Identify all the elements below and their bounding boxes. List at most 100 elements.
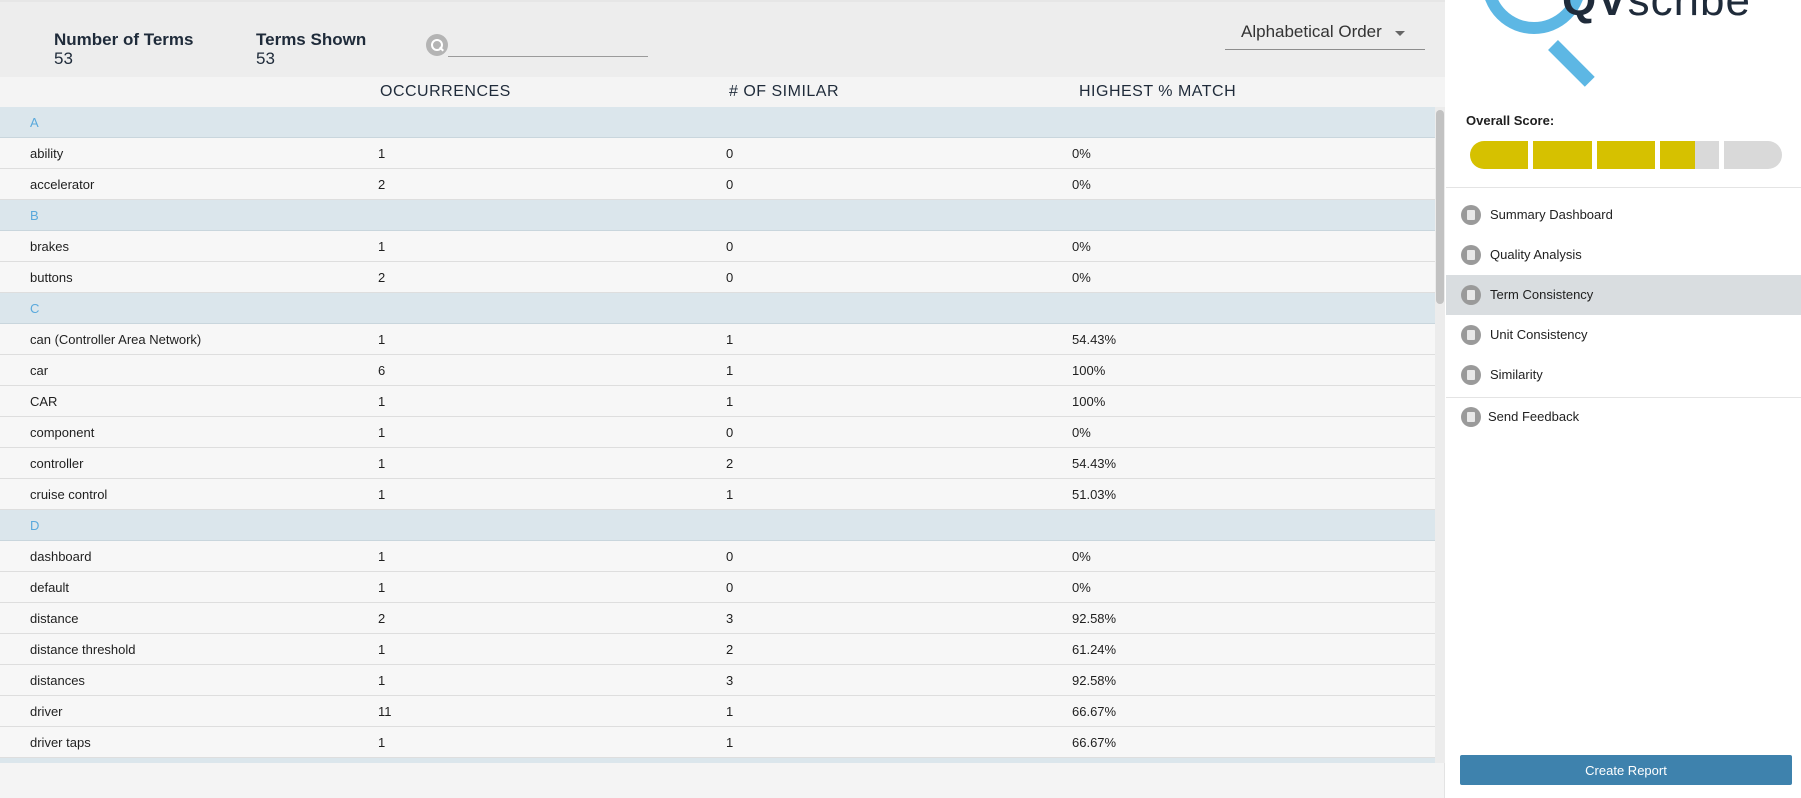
table-row[interactable]: distances 1 3 92.58%: [0, 665, 1435, 696]
sidebar-item-term-consistency[interactable]: Term Consistency: [1446, 275, 1801, 315]
warning-icon: [1461, 245, 1481, 265]
sidebar-item-unit-consistency[interactable]: Unit Consistency: [1446, 315, 1801, 355]
highest-match-cell: 0%: [1072, 177, 1091, 192]
terms-shown-label: Terms Shown: [256, 30, 367, 49]
highest-match-cell: 66.67%: [1072, 735, 1117, 750]
score-segment-filled: [1533, 141, 1592, 169]
group-header-row: D: [0, 510, 1435, 541]
similar-cell: 1: [726, 735, 734, 750]
term-cell: can (Controller Area Network): [30, 332, 202, 347]
highest-match-cell: 0%: [1072, 580, 1091, 595]
terms-shown-stat: Terms Shown 53: [256, 30, 366, 68]
term-cell: dashboard: [30, 549, 92, 564]
sort-dropdown[interactable]: Alphabetical Order: [1225, 18, 1425, 50]
document-icon: [1461, 285, 1481, 305]
scrollbar-thumb[interactable]: [1436, 110, 1444, 304]
term-cell: CAR: [30, 394, 58, 409]
table-header: OCCURRENCES # OF SIMILAR HIGHEST % MATCH: [0, 77, 1445, 107]
occurrences-cell: 1: [378, 456, 386, 471]
group-letter: C: [30, 301, 40, 316]
brand-bold: QV: [1562, 0, 1628, 25]
similar-cell: 1: [726, 394, 734, 409]
group-header-row: B: [0, 200, 1435, 231]
group-letter: B: [30, 208, 39, 223]
highest-match-cell: 92.58%: [1072, 673, 1117, 688]
score-segment-filled: [1660, 141, 1696, 169]
score-segment-empty: [1695, 141, 1719, 169]
table-row[interactable]: brakes 1 0 0%: [0, 231, 1435, 262]
table-row[interactable]: distance threshold 1 2 61.24%: [0, 634, 1435, 665]
similar-cell: 3: [726, 611, 734, 626]
search-input[interactable]: [448, 34, 648, 57]
highest-match-cell: 0%: [1072, 239, 1091, 254]
table-row[interactable]: buttons 2 0 0%: [0, 262, 1435, 293]
table-row[interactable]: driver 11 1 66.67%: [0, 696, 1435, 727]
create-report-button[interactable]: Create Report: [1460, 755, 1792, 785]
term-cell: default: [30, 580, 70, 595]
occurrences-cell: 2: [378, 611, 386, 626]
brand-wordmark: QVscribe: [1562, 0, 1751, 26]
overall-score-label: Overall Score:: [1466, 113, 1555, 128]
similarity-icon: [1461, 365, 1481, 385]
table-row[interactable]: cruise control 1 1 51.03%: [0, 479, 1435, 510]
similar-cell: 1: [726, 487, 734, 502]
table-row[interactable]: default 1 0 0%: [0, 572, 1435, 603]
divider: [1446, 187, 1801, 188]
brand-light: scribe: [1627, 0, 1751, 25]
score-segment-filled: [1596, 141, 1656, 169]
similar-cell: 0: [726, 549, 734, 564]
number-of-terms-label: Number of Terms: [54, 30, 194, 49]
score-segment-empty: [1723, 141, 1782, 169]
table-row[interactable]: CAR 1 1 100%: [0, 386, 1435, 417]
highest-match-cell: 100%: [1072, 394, 1106, 409]
table-row[interactable]: controller 1 2 54.43%: [0, 448, 1435, 479]
table-row[interactable]: accelerator 2 0 0%: [0, 169, 1435, 200]
term-cell: distances: [30, 673, 85, 688]
sidebar-nav: Summary Dashboard Quality Analysis Term Co…: [1446, 195, 1801, 395]
occurrences-cell: 1: [378, 425, 386, 440]
table-row[interactable]: can (Controller Area Network) 1 1 54.43%: [0, 324, 1435, 355]
highest-match-cell: 51.03%: [1072, 487, 1117, 502]
highest-match-cell: 54.43%: [1072, 456, 1117, 471]
term-cell: distance threshold: [30, 642, 136, 657]
highest-match-cell: 0%: [1072, 146, 1091, 161]
table-row[interactable]: distance 2 3 92.58%: [0, 603, 1435, 634]
term-cell: buttons: [30, 270, 73, 285]
column-header-occurrences[interactable]: OCCURRENCES: [380, 83, 511, 100]
sidebar-item-similarity[interactable]: Similarity: [1446, 355, 1801, 395]
sidebar: QVscribe Overall Score: Summary Dashboar…: [1446, 0, 1801, 798]
table-row[interactable]: ability 1 0 0%: [0, 138, 1435, 169]
highest-match-cell: 54.43%: [1072, 332, 1117, 347]
chevron-down-icon: [1395, 31, 1405, 36]
term-cell: distance: [30, 611, 79, 626]
term-cell: car: [30, 363, 49, 378]
similar-cell: 2: [726, 642, 734, 657]
sidebar-item-label: Term Consistency: [1490, 287, 1594, 302]
term-search: [426, 34, 648, 58]
table-row[interactable]: component 1 0 0%: [0, 417, 1435, 448]
highest-match-cell: 66.67%: [1072, 704, 1117, 719]
send-feedback-link[interactable]: Send Feedback: [1446, 397, 1801, 437]
group-header-row: C: [0, 293, 1435, 324]
table-row[interactable]: driver taps 1 1 66.67%: [0, 727, 1435, 758]
term-cell: driver taps: [30, 735, 91, 750]
sidebar-item-summary-dashboard[interactable]: Summary Dashboard: [1446, 195, 1801, 235]
summary-bar: Number of Terms 53 Terms Shown 53 Alphab…: [0, 0, 1445, 77]
term-cell: controller: [30, 456, 84, 471]
similar-cell: 2: [726, 456, 734, 471]
table-row[interactable]: dashboard 1 0 0%: [0, 541, 1435, 572]
column-header-highest-match[interactable]: HIGHEST % MATCH: [1079, 83, 1237, 100]
table-scrollbar[interactable]: [1435, 107, 1445, 763]
similar-cell: 0: [726, 177, 734, 192]
term-cell: component: [30, 425, 95, 440]
qvscribe-logo: QVscribe: [1446, 0, 1801, 90]
highest-match-cell: 61.24%: [1072, 642, 1117, 657]
column-header-similar[interactable]: # OF SIMILAR: [729, 83, 840, 100]
search-icon[interactable]: [426, 34, 448, 56]
group-header-row: [0, 758, 1435, 763]
sidebar-item-label: Quality Analysis: [1490, 247, 1582, 262]
group-header-row: A: [0, 107, 1435, 138]
table-row[interactable]: car 6 1 100%: [0, 355, 1435, 386]
sidebar-item-quality-analysis[interactable]: Quality Analysis: [1446, 235, 1801, 275]
